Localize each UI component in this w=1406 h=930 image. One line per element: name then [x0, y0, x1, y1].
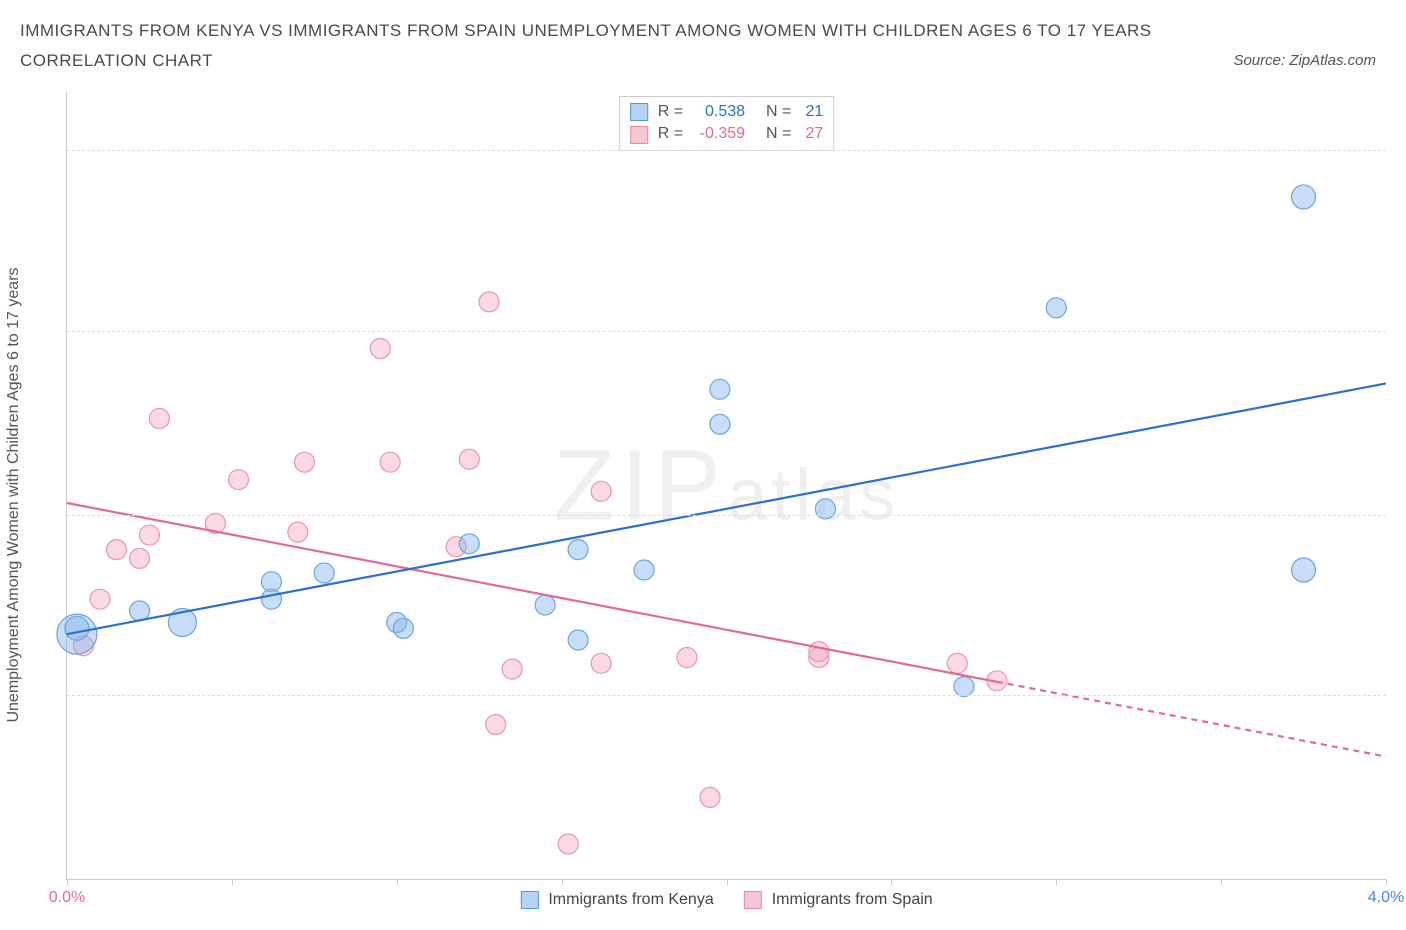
- data-point: [1292, 185, 1316, 209]
- data-point: [459, 534, 479, 554]
- data-point: [380, 452, 400, 472]
- y-tick-label: 18.8%: [1396, 322, 1406, 340]
- data-point: [947, 653, 967, 673]
- y-tick-label: 25.0%: [1396, 141, 1406, 159]
- x-tick: [562, 879, 563, 885]
- data-point: [568, 630, 588, 650]
- gridline: [67, 331, 1386, 332]
- y-tick-label: 6.3%: [1396, 686, 1406, 704]
- x-tick-label: 4.0%: [1368, 889, 1404, 907]
- x-tick: [1221, 879, 1222, 885]
- x-tick: [1386, 879, 1387, 885]
- data-point: [149, 408, 169, 428]
- x-tick: [397, 879, 398, 885]
- x-tick: [232, 879, 233, 885]
- data-point: [486, 715, 506, 735]
- data-point: [815, 499, 835, 519]
- data-point: [261, 589, 281, 609]
- legend-swatch-blue: [520, 891, 538, 909]
- data-point: [634, 560, 654, 580]
- data-point: [294, 452, 314, 472]
- data-point: [1292, 558, 1316, 582]
- data-point: [393, 618, 413, 638]
- data-point: [568, 540, 588, 560]
- data-point: [591, 481, 611, 501]
- x-tick: [891, 879, 892, 885]
- legend-item-pink: Immigrants from Spain: [744, 891, 933, 909]
- data-point: [130, 601, 150, 621]
- chart-container: Unemployment Among Women with Children A…: [20, 92, 1386, 880]
- data-point: [502, 659, 522, 679]
- chart-title-line2: CORRELATION CHART: [20, 48, 213, 74]
- data-point: [1046, 298, 1066, 318]
- trend-line: [997, 682, 1386, 757]
- x-tick: [727, 879, 728, 885]
- chart-svg: [67, 92, 1386, 879]
- data-point: [90, 589, 110, 609]
- gridline: [67, 695, 1386, 696]
- plot-area: ZIPatlas R = 0.538 N = 21 R = -0.359 N =…: [66, 92, 1386, 880]
- data-point: [370, 339, 390, 359]
- data-point: [106, 540, 126, 560]
- data-point: [228, 470, 248, 490]
- data-point: [459, 449, 479, 469]
- data-point: [535, 595, 555, 615]
- data-point: [591, 653, 611, 673]
- source-label: Source: ZipAtlas.com: [1233, 52, 1376, 69]
- data-point: [677, 647, 697, 667]
- data-point: [558, 834, 578, 854]
- legend-bottom: Immigrants from Kenya Immigrants from Sp…: [520, 891, 932, 909]
- x-tick-label: 0.0%: [49, 889, 85, 907]
- data-point: [314, 563, 334, 583]
- x-tick: [1056, 879, 1057, 885]
- data-point: [139, 525, 159, 545]
- data-point: [130, 548, 150, 568]
- trend-line: [67, 503, 997, 682]
- legend-item-blue: Immigrants from Kenya: [520, 891, 713, 909]
- data-point: [809, 642, 829, 662]
- data-point: [65, 616, 89, 640]
- y-tick-label: 12.5%: [1396, 506, 1406, 524]
- data-point: [479, 292, 499, 312]
- legend-label-pink: Immigrants from Spain: [772, 891, 933, 909]
- data-point: [954, 677, 974, 697]
- y-axis-label: Unemployment Among Women with Children A…: [5, 267, 23, 722]
- title-block: IMMIGRANTS FROM KENYA VS IMMIGRANTS FROM…: [0, 0, 1406, 73]
- data-point: [700, 787, 720, 807]
- data-point: [288, 522, 308, 542]
- gridline: [67, 515, 1386, 516]
- data-point: [710, 414, 730, 434]
- x-tick: [67, 879, 68, 885]
- legend-swatch-pink: [744, 891, 762, 909]
- legend-label-blue: Immigrants from Kenya: [548, 891, 713, 909]
- data-point: [710, 379, 730, 399]
- chart-title-line1: IMMIGRANTS FROM KENYA VS IMMIGRANTS FROM…: [20, 18, 1406, 44]
- gridline: [67, 150, 1386, 151]
